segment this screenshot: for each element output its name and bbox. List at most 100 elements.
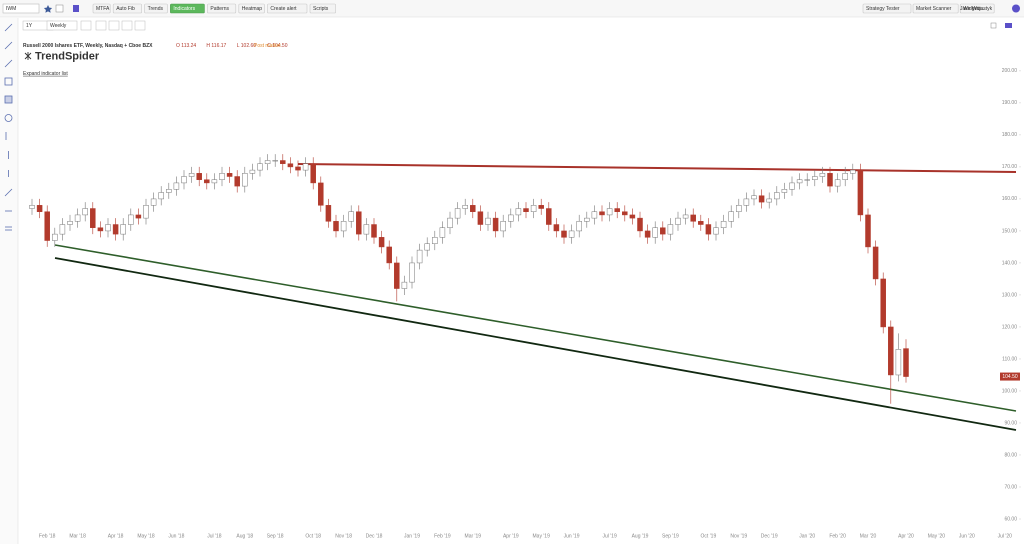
resistance-trendline[interactable] — [297, 163, 1017, 173]
lower-trendline[interactable] — [54, 257, 1017, 431]
candle-body — [568, 230, 575, 238]
candle-body — [584, 217, 590, 222]
ohlc-value: C 104.50 — [267, 43, 288, 49]
y-tick-label: 170.00 — [1002, 164, 1018, 170]
x-tick-label: Aug '19 — [632, 533, 649, 539]
x-tick-label: Aug '18 — [236, 533, 253, 539]
candle-body — [105, 224, 111, 232]
candle-body — [629, 214, 636, 219]
candle-body — [409, 262, 415, 283]
candle-body — [530, 205, 537, 212]
x-tick-label: Feb '19 — [434, 533, 451, 539]
candle-body — [424, 243, 430, 251]
x-tick-label: May '18 — [137, 533, 155, 539]
x-tick-label: May '20 — [928, 533, 946, 539]
toolbar-button[interactable] — [959, 3, 995, 14]
y-tick-label: 80.00 — [1004, 452, 1017, 458]
drawing-tools[interactable] — [4, 23, 13, 231]
toolbar-button[interactable] — [267, 3, 308, 14]
candle-body — [249, 169, 256, 174]
candle-body — [470, 205, 476, 212]
x-tick-label: Jun '20 — [959, 533, 975, 539]
toolbar-button[interactable] — [170, 3, 205, 14]
candle-body — [128, 214, 134, 225]
candle-body — [333, 221, 339, 232]
color-icon[interactable] — [73, 5, 79, 12]
candle-body — [416, 249, 423, 264]
toolbar-button[interactable] — [92, 3, 111, 14]
toolbar-button[interactable] — [144, 3, 168, 14]
candle-body — [508, 214, 514, 222]
camera-icon[interactable] — [1005, 23, 1012, 28]
candle-body — [378, 237, 385, 248]
candle-body — [135, 214, 142, 219]
candle-body — [857, 169, 864, 216]
candle-body — [272, 160, 278, 162]
candle-body — [158, 192, 164, 200]
candle-body — [660, 227, 666, 235]
candle-body — [698, 221, 704, 225]
logo — [24, 52, 32, 60]
y-tick-label: 60.00 — [1004, 516, 1017, 522]
candle-body — [242, 173, 248, 187]
icon[interactable] — [55, 4, 64, 13]
candle-body — [827, 173, 833, 187]
x-tick-label: Mar '18 — [69, 533, 86, 539]
interval-select[interactable] — [46, 20, 78, 31]
user-name: Jake Wujastyk — [960, 6, 993, 12]
candle-body — [264, 160, 271, 164]
candle-body — [576, 221, 582, 232]
candle-body — [29, 205, 35, 209]
candle-body — [872, 246, 879, 280]
candle-body — [819, 173, 826, 177]
expand-indicators[interactable]: Expand indicator list — [23, 71, 68, 77]
candle-body — [173, 182, 180, 190]
toolbar-button[interactable] — [207, 3, 237, 14]
y-tick-label: 160.00 — [1002, 196, 1018, 202]
candle-body — [690, 214, 696, 222]
candle-body — [865, 214, 871, 248]
toolbar-button[interactable] — [862, 3, 912, 14]
symbol-input[interactable] — [2, 3, 40, 14]
candle-body — [599, 211, 605, 216]
candle-body — [728, 211, 734, 222]
candle-body — [485, 217, 491, 225]
candle-body — [644, 230, 651, 238]
toolbar-button[interactable] — [912, 3, 959, 14]
candle-body — [302, 163, 309, 171]
x-tick-label: May '19 — [533, 533, 551, 539]
candle-body — [903, 348, 909, 377]
candle-body — [538, 205, 544, 209]
y-tick-label: 100.00 — [1002, 388, 1018, 394]
y-tick-label: 190.00 — [1002, 100, 1018, 106]
favorite-icon[interactable] — [43, 5, 53, 13]
x-tick-label: Dec '18 — [366, 533, 383, 539]
toolbar-button[interactable] — [238, 3, 265, 14]
support-trendline[interactable] — [54, 244, 1017, 412]
y-tick-label: 150.00 — [1002, 228, 1018, 234]
candle-body — [143, 205, 149, 219]
candle-body — [226, 173, 233, 177]
chart-title: Russell 2000 Ishares ETF, Weekly, Nasdaq… — [23, 43, 153, 49]
candle-body — [325, 205, 332, 222]
toolbar-button[interactable] — [309, 3, 336, 14]
candle-body — [789, 182, 795, 190]
toolbar-button[interactable] — [112, 3, 142, 14]
candle-body — [766, 198, 772, 203]
candle-body — [720, 221, 727, 228]
candle-body — [477, 211, 484, 225]
candle-body — [52, 233, 58, 241]
x-tick-label: Dec '19 — [761, 533, 778, 539]
y-tick-label: 200.00 — [1002, 68, 1018, 74]
y-tick-label: 140.00 — [1002, 260, 1018, 266]
chart-controls[interactable] — [80, 20, 146, 31]
candle-body — [97, 227, 104, 232]
avatar[interactable] — [1012, 4, 1020, 13]
y-tick-label: 90.00 — [1004, 420, 1017, 426]
fullscreen-icon[interactable] — [990, 22, 997, 29]
candle-body — [622, 211, 628, 216]
session-label: Post market — [254, 43, 281, 49]
candle-body — [682, 214, 689, 219]
tool-sidebar — [0, 18, 18, 544]
x-tick-label: Mar '20 — [860, 533, 877, 539]
